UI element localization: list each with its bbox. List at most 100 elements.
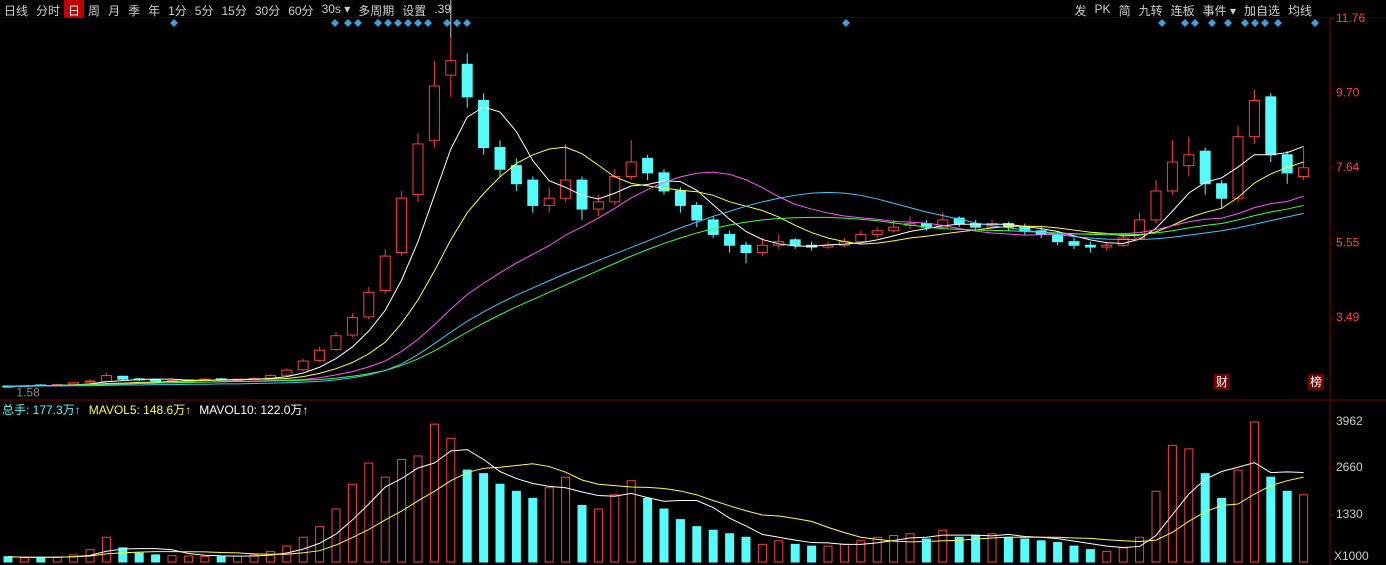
volume-bar <box>593 508 603 563</box>
volume-bar <box>889 534 899 563</box>
volume-bar <box>544 487 554 563</box>
toolbar-button[interactable]: 加自选 <box>1243 4 1280 18</box>
volume-bar <box>1085 549 1095 563</box>
candle-body <box>1199 150 1211 185</box>
volume-bar <box>200 555 210 563</box>
volume-bar <box>19 557 29 563</box>
toolbar-button[interactable]: 月 <box>108 4 121 18</box>
badge: 榜 <box>1310 374 1322 389</box>
volume-header: MAVOL5: 148.6万↑ <box>89 403 192 417</box>
volume-bar <box>1249 421 1259 563</box>
toolbar-button[interactable]: PK <box>1094 2 1111 16</box>
volume-bar <box>757 543 767 563</box>
volume-bar <box>643 497 653 563</box>
volume-bar <box>1299 494 1309 563</box>
toolbar-left: 日线 分时日周月季年 1分 5分 15分 30分 60分 30s ▾ 多周期 设置 .39 <box>0 0 455 18</box>
candle-body <box>461 63 473 98</box>
volume-bar <box>265 550 275 563</box>
volume-bar <box>921 538 931 563</box>
toolbar-button[interactable]: .39 <box>434 2 451 16</box>
candle-body <box>1281 154 1293 174</box>
volume-bar <box>1184 448 1194 563</box>
toolbar-button[interactable]: 15分 <box>221 4 247 18</box>
toolbar-button[interactable]: 60分 <box>288 4 314 18</box>
y-tick-label: 7.64 <box>1336 160 1360 174</box>
toolbar-button[interactable]: 30s ▾ <box>321 2 351 16</box>
candle-body <box>1298 167 1310 177</box>
moving-average-line <box>8 191 1304 387</box>
toolbar-button[interactable]: 发 <box>1074 4 1087 18</box>
candle-body <box>396 197 408 253</box>
toolbar-right: 发 PK 简九转 连板 事件 ▾ 加自选 均线 <box>1071 0 1316 18</box>
candle-body <box>740 244 752 254</box>
volume-bar <box>167 555 177 563</box>
candle-body <box>937 219 949 228</box>
candle-body <box>1052 233 1064 243</box>
toolbar-button[interactable]: 设置 <box>402 4 427 18</box>
volume-bar <box>3 556 13 563</box>
toolbar-button[interactable]: 5分 <box>194 4 214 18</box>
volume-bar <box>675 519 685 563</box>
candle-body <box>314 349 326 361</box>
toolbar-button[interactable]: 季 <box>128 4 141 18</box>
toolbar-button[interactable]: 日 <box>64 0 85 18</box>
volume-bar <box>413 455 423 563</box>
volume-bar <box>69 554 79 563</box>
candle-body <box>970 223 982 228</box>
candle-body <box>1166 161 1178 192</box>
candle-body <box>346 317 358 336</box>
volume-bar <box>1135 536 1145 563</box>
candle-body <box>1248 99 1260 138</box>
candle-body <box>855 233 867 243</box>
volume-bar <box>839 543 849 563</box>
volume-bar <box>331 508 341 563</box>
toolbar-button[interactable]: 30分 <box>254 4 281 18</box>
volume-bar <box>528 497 538 563</box>
candle-body <box>363 291 375 318</box>
candle-body <box>445 60 457 76</box>
volume-bar <box>249 554 259 563</box>
volume-bar <box>1118 547 1128 563</box>
candle-body <box>576 179 588 210</box>
toolbar-button[interactable]: 周 <box>88 4 101 18</box>
volume-bar <box>1151 490 1161 563</box>
candle-body <box>84 380 96 383</box>
volume-bar <box>36 556 46 563</box>
volume-bar <box>823 545 833 563</box>
volume-bar <box>856 540 866 563</box>
candle-body <box>543 197 555 206</box>
volume-bar <box>1217 497 1227 563</box>
toolbar-button[interactable]: 年 <box>148 4 161 18</box>
toolbar-button[interactable]: 多周期 <box>358 4 395 18</box>
candle-body <box>510 165 522 185</box>
peak-pointer <box>450 0 452 38</box>
toolbar-button[interactable]: 分时 <box>36 4 61 18</box>
toolbar-button[interactable]: 1分 <box>168 4 187 18</box>
toolbar-button[interactable]: 简 <box>1118 4 1131 18</box>
toolbar-button[interactable]: 连板 <box>1170 4 1195 18</box>
candle-body <box>1265 96 1277 156</box>
y-tick-label: 1330 <box>1336 507 1363 521</box>
volume-bar <box>1003 536 1013 563</box>
volume-bar <box>1069 545 1079 563</box>
volume-bar <box>347 483 357 563</box>
volume-bar <box>692 526 702 563</box>
toolbar-button[interactable]: 均线 <box>1287 4 1312 18</box>
candle-body <box>1216 183 1228 199</box>
volume-bar <box>741 536 751 563</box>
volume-bar <box>708 529 718 563</box>
toolbar-button[interactable]: 事件 ▾ <box>1202 4 1236 18</box>
candle-body <box>609 175 621 203</box>
moving-average-line <box>7 204 1304 387</box>
candle-body <box>707 219 719 235</box>
toolbar-button[interactable]: 九转 <box>1138 4 1163 18</box>
volume-bar <box>938 529 948 563</box>
volume-bar <box>987 533 997 563</box>
volume-bar <box>659 508 669 563</box>
candle-body <box>560 179 572 199</box>
candle-body <box>1183 154 1195 167</box>
volume-bar <box>134 552 144 563</box>
toolbar-button[interactable]: 日线 <box>4 4 29 18</box>
candle-body <box>1068 241 1080 246</box>
